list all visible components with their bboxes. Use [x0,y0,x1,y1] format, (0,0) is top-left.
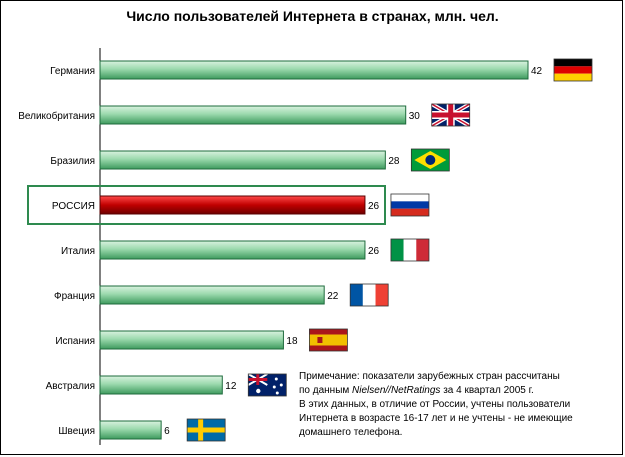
italy-flag [390,238,430,262]
value-label-1: 30 [409,111,421,122]
note-line-2-post: за 4 квартал 2005 г. [440,385,534,396]
value-label-0: 42 [531,66,543,77]
value-label-5: 22 [327,291,339,302]
category-label-3: РОССИЯ [52,201,95,212]
spain-flag [309,328,348,352]
france-flag [349,283,389,307]
category-label-2: Бразилия [50,156,95,167]
note-line-2: по данным Nielsen//NetRatings за 4 кварт… [299,384,599,398]
bar-2 [99,150,386,170]
note-line-2-pre: по данным [299,385,353,396]
uk-flag [430,102,471,128]
note-line-1: Примечание: показатели зарубежных стран … [299,371,560,382]
australia-flag [247,373,287,397]
bar-6 [99,330,284,350]
sweden-flag [186,418,226,442]
value-label-2: 28 [388,156,400,167]
chart-title: Число пользователей Интернета в странах,… [126,8,499,24]
category-label-4: Италия [61,246,95,257]
footnote: Примечание: показатели зарубежных стран … [299,370,599,440]
bar-3 [99,195,366,215]
germany-flag [553,58,593,82]
value-label-6: 18 [286,336,298,347]
note-line-5: домашнего телефона. [299,427,403,438]
bar-1 [99,105,407,125]
value-label-3: 26 [368,201,380,212]
category-label-1: Великобритания [18,110,95,122]
value-label-8: 6 [164,426,170,437]
note-line-3: В этих данных, в отличие от России, учте… [299,399,571,410]
category-label-6: Испания [55,336,95,347]
bar-5 [99,285,325,305]
bar-4 [99,240,366,260]
note-line-4: Интернета в возрасте 16-17 лет и не учте… [299,413,573,424]
brazil-flag [410,148,450,172]
category-label-7: Австралия [46,381,95,392]
note-source: Nielsen//NetRatings [352,385,441,396]
category-label-5: Франция [54,291,95,302]
highlight-box [27,185,386,225]
category-label-0: Германия [50,66,95,77]
bar-0 [99,60,529,80]
russia-flag [390,193,430,217]
value-label-7: 12 [225,381,237,392]
bar-7 [99,375,223,395]
category-label-8: Швеция [58,426,95,437]
value-label-4: 26 [368,246,380,257]
bar-8 [99,420,162,440]
